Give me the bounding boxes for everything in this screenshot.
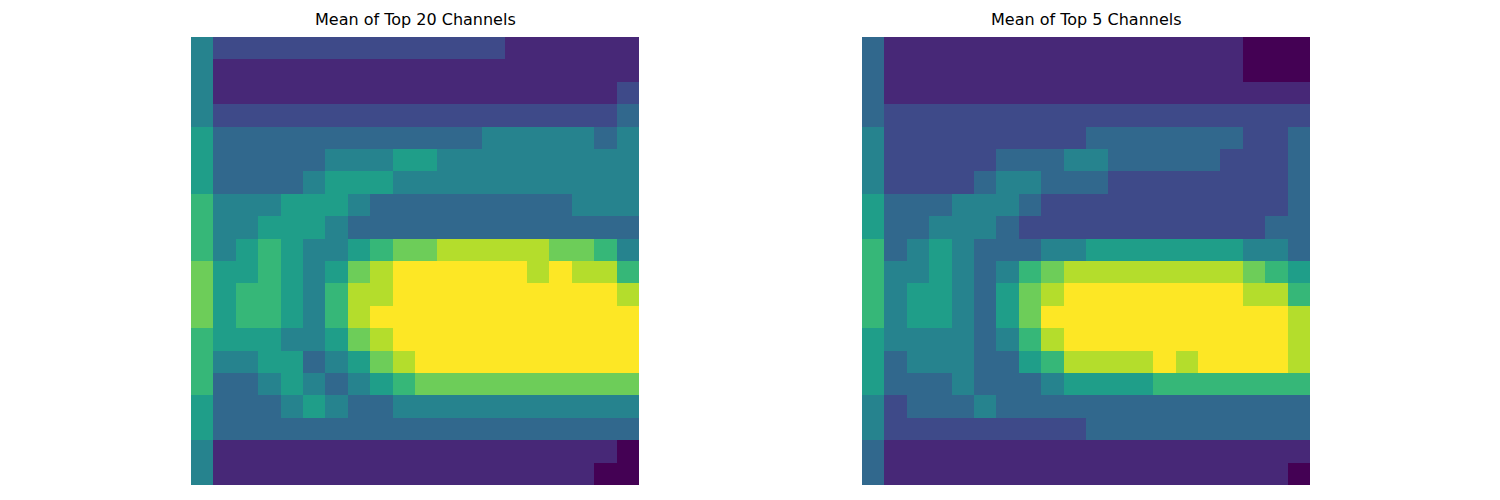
svg-text:Mean of Top 5 Channels: Mean of Top 5 Channels [991, 10, 1182, 29]
svg-text:Mean of Top 20 Channels: Mean of Top 20 Channels [315, 10, 516, 29]
